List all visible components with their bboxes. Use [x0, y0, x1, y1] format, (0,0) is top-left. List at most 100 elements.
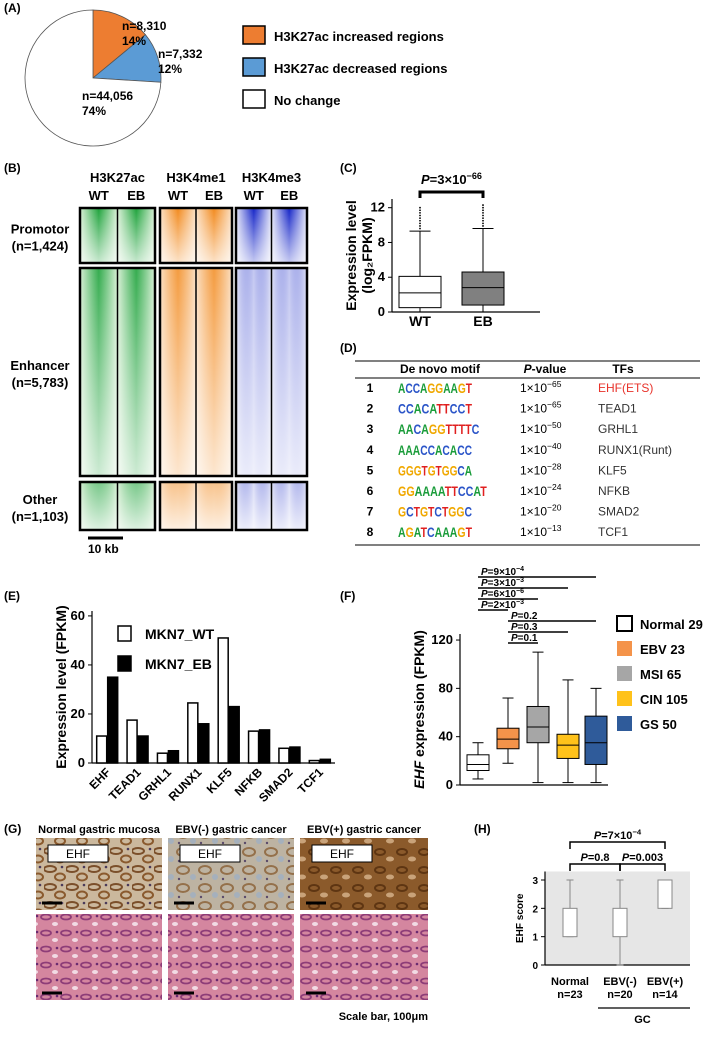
p-exponent: −65: [547, 400, 562, 410]
y-tick-label: 0: [378, 304, 385, 319]
p-value: 1×10−13: [520, 523, 562, 539]
motif-base: C: [405, 380, 412, 396]
motif-base: C: [457, 462, 464, 478]
stain-label-box: [179, 844, 241, 863]
motif-logo: AACAGGTTTTC: [398, 421, 479, 437]
p-value: 1×10−65: [520, 379, 562, 395]
motif-base: T: [466, 380, 473, 396]
y-axis-title: EHF score: [515, 893, 526, 943]
p-value-label: P=6×10−6: [481, 588, 524, 600]
motif-base: T: [414, 504, 421, 520]
motif-base: G: [406, 524, 414, 540]
he-image: [36, 914, 162, 1000]
p-exponent: −13: [547, 523, 562, 533]
motif-base: G: [435, 380, 443, 396]
box: [496, 727, 520, 750]
y-axis-title: (log₂FPKM): [359, 217, 375, 293]
motif-base: A: [450, 524, 458, 540]
italic-part: P: [511, 611, 518, 622]
text-part: -value: [532, 362, 567, 376]
p-mantissa: 1×10: [520, 381, 547, 395]
outlier: [482, 222, 484, 225]
stain-label: EHF: [198, 847, 222, 861]
y-tick-label: 8: [378, 234, 385, 249]
bar: [247, 730, 260, 764]
heatmap-frame: [78, 480, 157, 532]
comparison-bracket: [619, 863, 666, 871]
box: [657, 879, 673, 909]
text-part: =0.8: [588, 852, 610, 864]
comparison-bracket: [569, 863, 621, 871]
bar: [198, 723, 210, 764]
outlier: [482, 212, 484, 214]
motif-base: T: [465, 421, 472, 437]
italic-part: EHF: [411, 760, 427, 788]
rank: 5: [367, 463, 374, 477]
motif-base: C: [413, 380, 420, 396]
motif-base: A: [398, 442, 405, 458]
motif-base: C: [406, 401, 414, 417]
box: [556, 733, 580, 759]
motif-base: C: [406, 504, 414, 520]
motif-base: T: [446, 421, 453, 437]
comparison-bracket: [569, 841, 666, 849]
motif-base: A: [405, 442, 412, 458]
rank: 4: [367, 443, 374, 457]
motif-base: A: [443, 380, 450, 396]
exponent: −66: [467, 171, 482, 181]
rank: 3: [367, 422, 374, 436]
motif-base: G: [448, 504, 456, 520]
motif-base: A: [430, 483, 438, 499]
bar: [228, 705, 240, 764]
x-tick-label: EHF: [86, 765, 113, 792]
p-value: 1×10−24: [520, 482, 562, 498]
slice-count: n=7,332: [158, 47, 203, 61]
p-mantissa: 1×10: [520, 525, 547, 539]
bar: [278, 747, 290, 764]
y-axis-title: EHF expression (FPKM): [411, 630, 427, 789]
motif-base: C: [450, 401, 458, 417]
motif-base: C: [413, 421, 421, 437]
motif-base: C: [466, 483, 474, 499]
p-mantissa: 1×10: [520, 402, 547, 416]
condition-label: EB: [127, 188, 145, 203]
rank: 2: [367, 402, 374, 416]
motif-base: C: [465, 442, 472, 458]
p-value-label: P=2×10−3: [481, 599, 524, 611]
legend-label: EBV 23: [640, 642, 685, 657]
italic-part: P: [511, 633, 518, 644]
motif-base: A: [413, 442, 420, 458]
motif-base: C: [472, 421, 480, 437]
motif-base: A: [420, 380, 427, 396]
bar: [289, 746, 301, 764]
motif-base: A: [414, 401, 422, 417]
column-header: TFs: [612, 362, 634, 376]
motif-base: C: [442, 442, 449, 458]
group-count: n=23: [557, 989, 582, 1001]
italic-part: P: [511, 622, 518, 633]
image-title: Normal gastric mucosa: [38, 824, 161, 836]
heatmap-frame: [158, 206, 234, 265]
bar: [95, 735, 108, 764]
motif-base: T: [442, 504, 449, 520]
p-value: 1×10−28: [520, 461, 562, 477]
p-value-label: P=0.003: [622, 852, 663, 864]
motif-base: C: [458, 401, 466, 417]
outlier: [419, 212, 421, 214]
row-count: (n=1,424): [12, 239, 69, 254]
y-tick-label: 120: [431, 632, 453, 647]
motif-base: A: [435, 524, 443, 540]
legend-swatch: [242, 57, 266, 77]
italic-part: P: [594, 830, 602, 842]
outlier: [419, 206, 421, 209]
comparison-bracket: [418, 190, 485, 198]
outlier: [419, 222, 421, 225]
x-tick-label: EB: [473, 313, 492, 329]
outlier: [419, 219, 421, 222]
box: [461, 271, 505, 306]
x-tick-label: RUNX1: [166, 765, 205, 804]
slice-count: n=44,056: [82, 89, 133, 103]
outlier: [419, 225, 421, 227]
